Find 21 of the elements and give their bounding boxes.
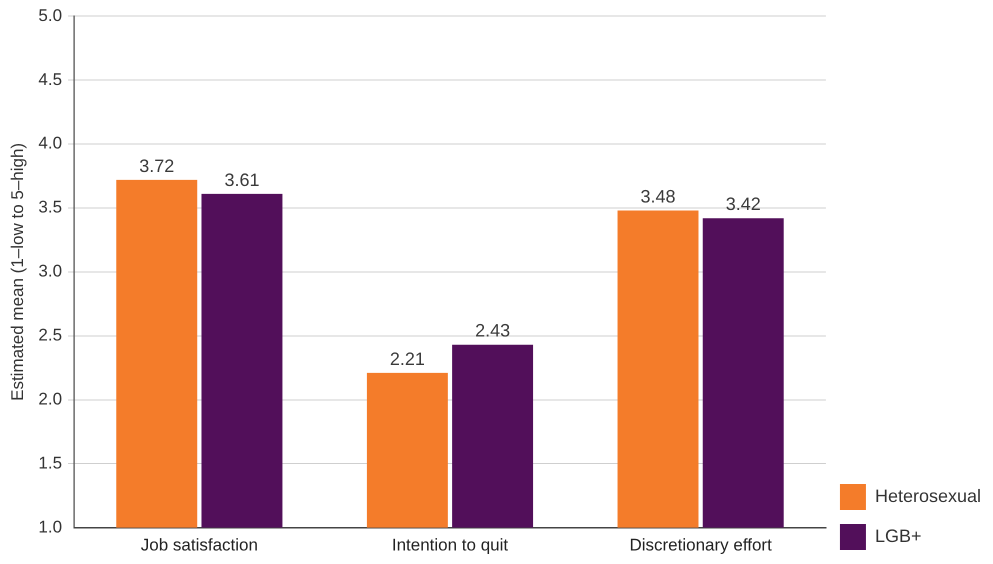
data-label: 2.43 [475,320,510,341]
legend-label: LGB+ [874,526,922,546]
data-label: 3.42 [726,194,761,214]
y-tick-label: 1.5 [38,453,62,472]
y-tick-label: 1.0 [38,517,62,536]
data-label: 3.61 [224,170,260,190]
data-label: 3.48 [640,186,676,206]
y-tick-label: 4.0 [38,134,62,153]
y-tick-label: 3.5 [38,198,62,217]
y-axis-title: Estimated mean (1–low to 5–high) [8,142,27,401]
legend-label: Heterosexual [874,486,982,506]
data-label: 2.21 [390,348,425,369]
y-tick-label: 2.0 [38,389,62,408]
x-tick-label: Job satisfaction [140,535,258,554]
x-tick-label: Intention to quit [392,535,508,554]
y-tick-label: 3.0 [38,262,62,281]
data-label: 3.72 [139,156,174,176]
x-tick-label: Discretionary effort [629,535,772,554]
y-tick-label: 4.5 [38,70,62,89]
y-tick-label: 2.5 [38,326,62,345]
y-tick-label: 5.0 [38,6,62,25]
